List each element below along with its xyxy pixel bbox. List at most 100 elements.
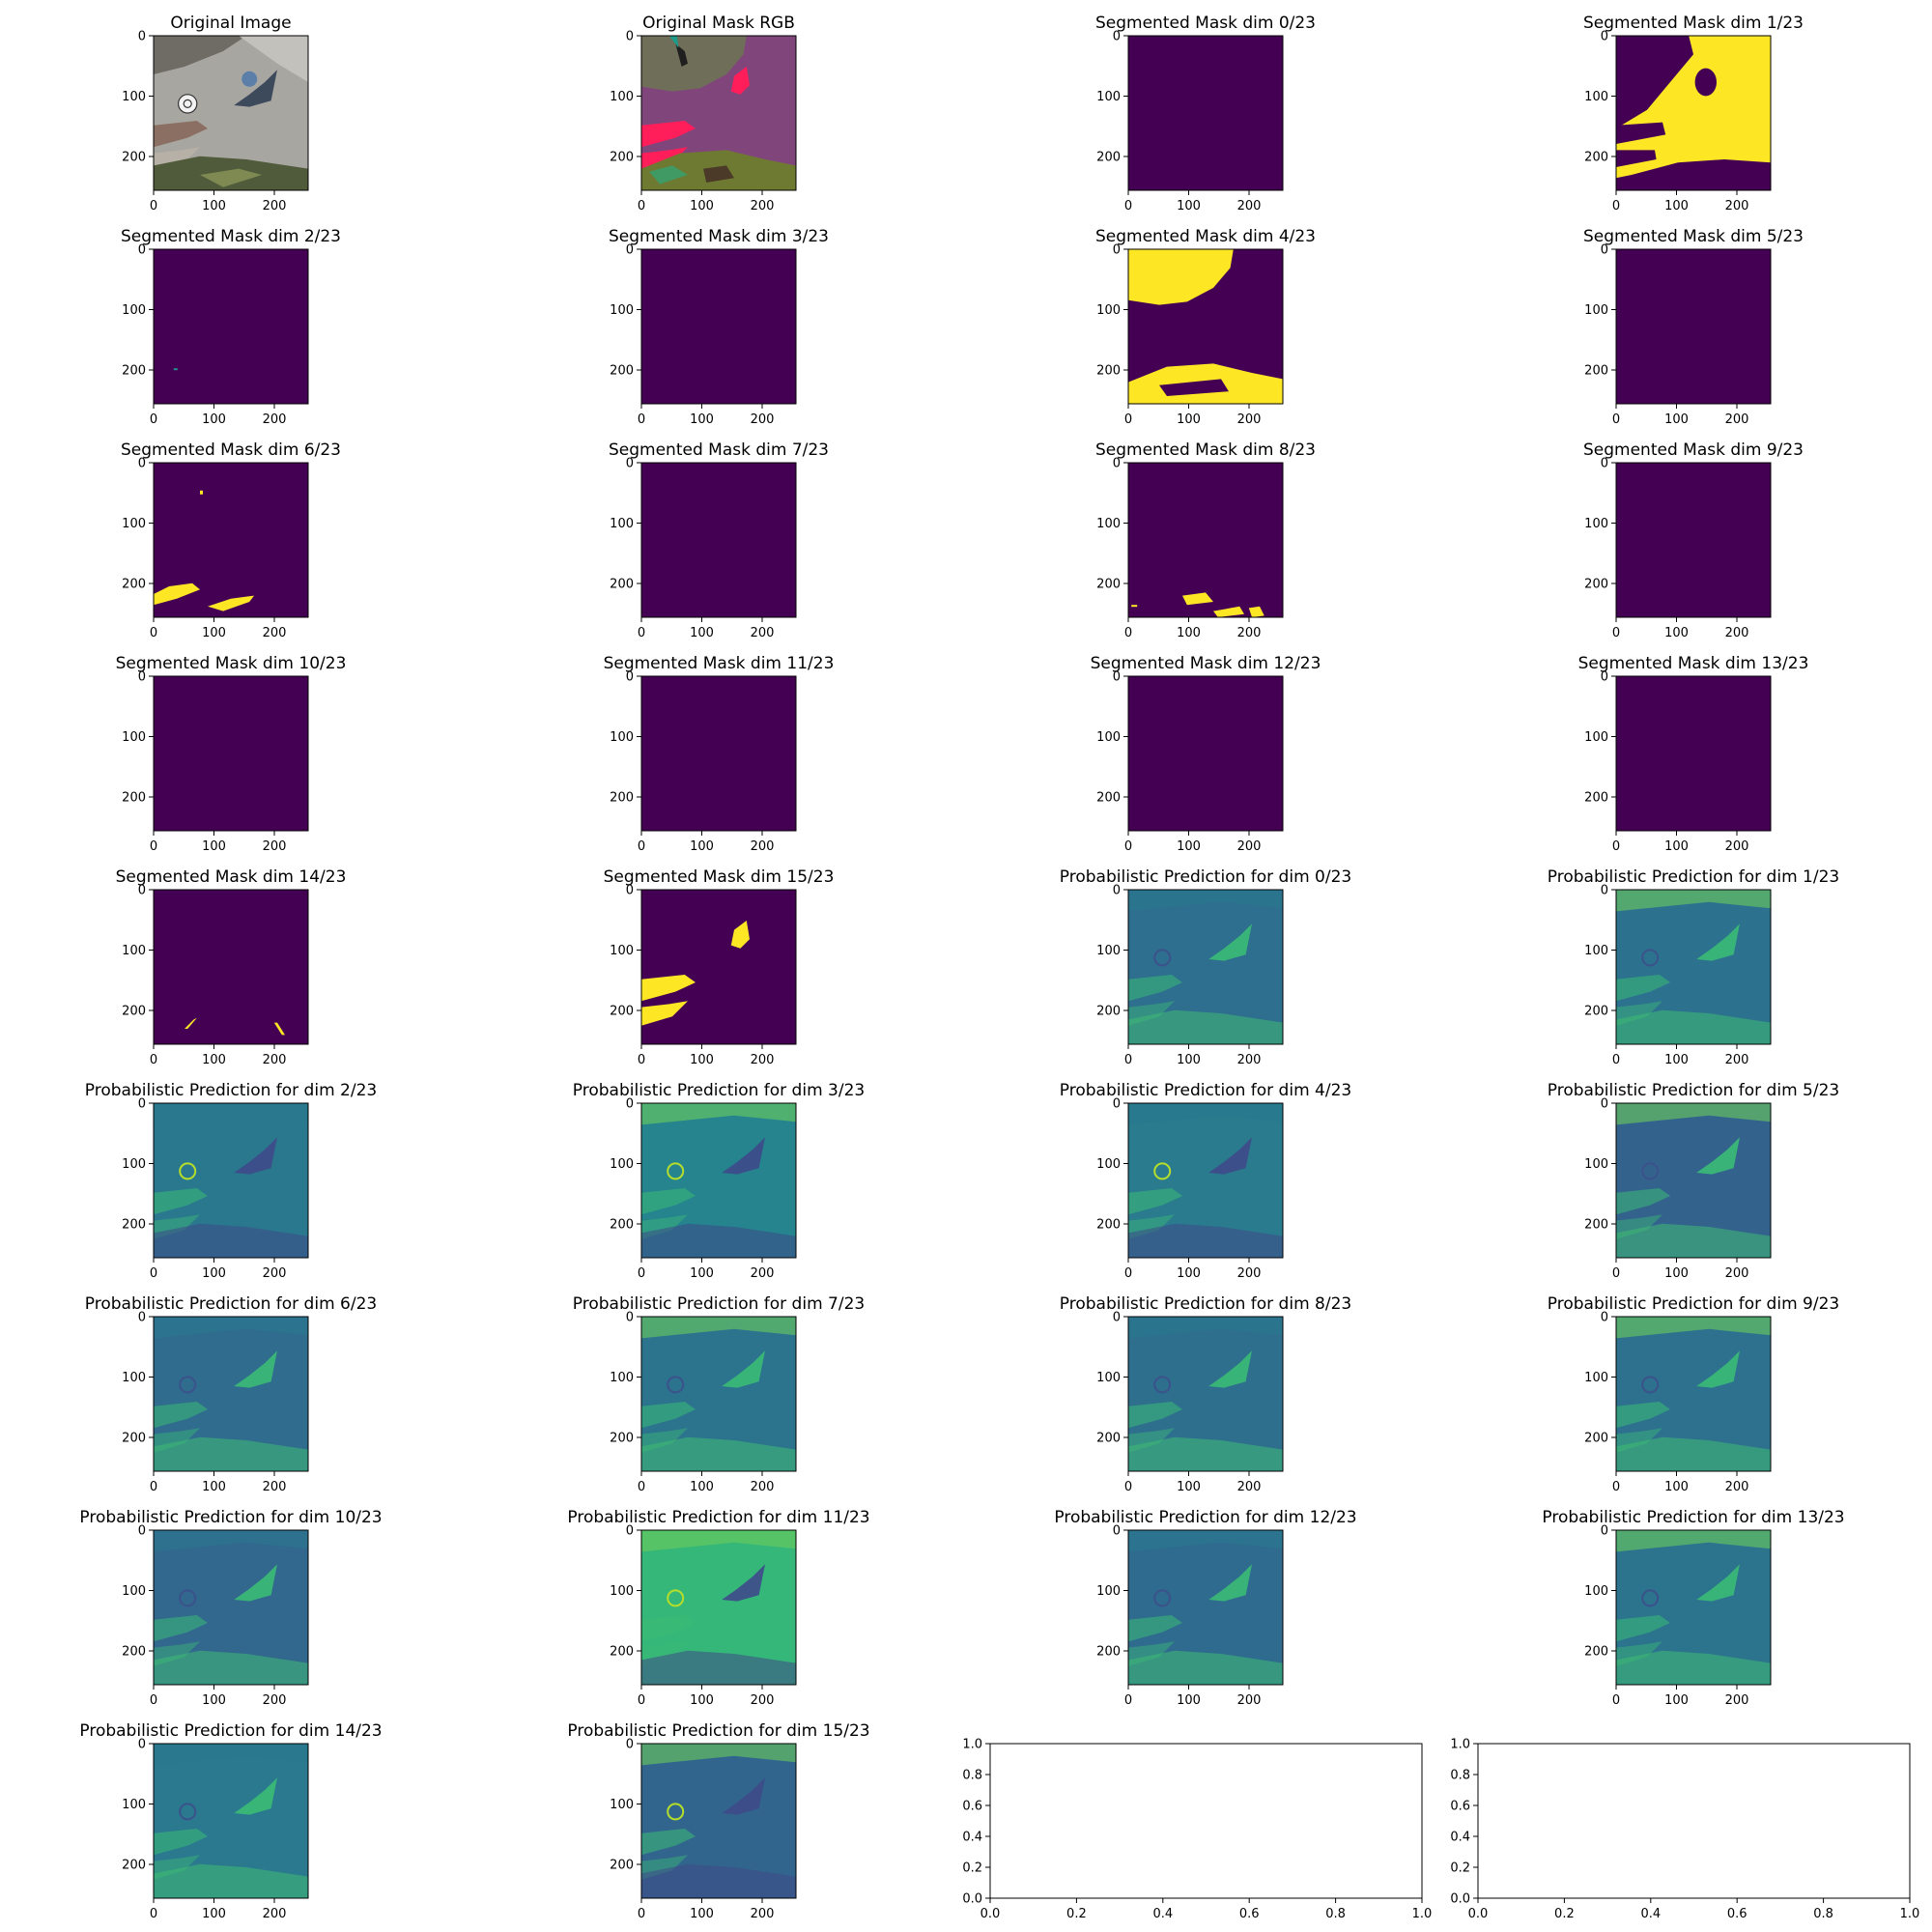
y-tick-label: 200 — [1096, 791, 1121, 806]
y-tick-label: 0 — [1601, 1524, 1608, 1539]
x-tick-label: 0 — [150, 1480, 157, 1494]
x-tick-label: 0 — [150, 626, 157, 640]
x-tick-label: 100 — [202, 1693, 226, 1708]
x-tick-label: 100 — [690, 1693, 714, 1708]
x-tick-label: 100 — [1664, 626, 1689, 640]
x-tick-label: 0 — [1124, 1053, 1132, 1067]
y-tick-label: 200 — [610, 578, 634, 592]
subplot-panel: 0 0 100 100 200 200 Segmented Mask dim 3/23 — [609, 227, 829, 427]
probability-heatmap — [1128, 890, 1283, 1044]
y-tick-label: 0 — [138, 1311, 146, 1325]
x-tick-label: 200 — [1237, 1053, 1262, 1067]
segmented-mask-image — [154, 890, 308, 1044]
subplot-panel: 0 0 100 100 200 200 Segmented Mask dim 13/23 — [1578, 654, 1809, 854]
panel-title: Segmented Mask dim 2/23 — [121, 227, 341, 246]
probability-heatmap — [1128, 1103, 1283, 1258]
segmented-mask-image — [1616, 249, 1771, 404]
x-tick-label: 0.8 — [1325, 1907, 1346, 1921]
y-tick-label: 100 — [122, 1157, 146, 1172]
y-tick-label: 200 — [1096, 1218, 1121, 1233]
y-tick-label: 0 — [1601, 884, 1608, 898]
y-tick-label: 1.0 — [962, 1738, 982, 1752]
subplot-panel: 0 0 100 100 200 200 Segmented Mask dim 7/23 — [609, 440, 829, 640]
panel-title: Probabilistic Prediction for dim 5/23 — [1548, 1081, 1839, 1100]
x-tick-label: 0 — [1124, 1266, 1132, 1281]
subplot-panel: 0 0 100 100 200 200 Probabilistic Prediction f… — [1054, 1508, 1356, 1708]
x-tick-label: 100 — [202, 199, 226, 213]
y-tick-label: 100 — [1096, 1584, 1121, 1599]
y-tick-label: 100 — [1096, 944, 1121, 958]
y-tick-label: 200 — [610, 1005, 634, 1019]
x-tick-label: 200 — [1725, 412, 1749, 427]
y-tick-label: 200 — [1584, 364, 1608, 379]
x-tick-label: 200 — [1237, 1266, 1262, 1281]
segmented-mask-image — [641, 463, 796, 617]
panel-title: Probabilistic Prediction for dim 1/23 — [1548, 867, 1839, 887]
x-tick-label: 0 — [1124, 1480, 1132, 1494]
subplot-panel: 0 0 100 100 200 200 Segmented Mask dim 15/23 — [604, 867, 835, 1067]
x-tick-label: 0 — [638, 839, 645, 854]
x-tick-label: 200 — [263, 1693, 287, 1708]
x-tick-label: 200 — [1725, 1053, 1749, 1067]
subplot-panel: 0 0 100 100 200 200 Segmented Mask dim 14/23 — [116, 867, 347, 1067]
segmented-mask-image — [641, 890, 796, 1044]
subplot-panel: 0 0 100 100 200 200 Probabilistic Prediction f… — [1060, 867, 1351, 1067]
x-tick-label: 200 — [1237, 839, 1262, 854]
subplot-panel: 0 0 100 100 200 200 Segmented Mask dim 11/23 — [604, 654, 835, 854]
x-tick-label: 100 — [202, 412, 226, 427]
panel-title: Segmented Mask dim 3/23 — [609, 227, 829, 246]
panel-title: Segmented Mask dim 4/23 — [1095, 227, 1316, 246]
y-tick-label: 200 — [1096, 1645, 1121, 1660]
probability-heatmap — [154, 1530, 308, 1685]
y-tick-label: 0.8 — [1450, 1769, 1470, 1783]
y-tick-label: 200 — [610, 364, 634, 379]
x-tick-label: 200 — [263, 1053, 287, 1067]
panel-title: Probabilistic Prediction for dim 0/23 — [1060, 867, 1351, 887]
y-tick-label: 0 — [626, 30, 634, 44]
y-tick-label: 100 — [1584, 1371, 1608, 1385]
x-tick-label: 200 — [1237, 199, 1262, 213]
y-tick-label: 100 — [122, 517, 146, 531]
x-tick-label: 200 — [1237, 626, 1262, 640]
subplot-panel: 0 0 100 100 200 200 Probabilistic Prediction f… — [573, 1294, 865, 1494]
y-tick-label: 0 — [626, 243, 634, 258]
x-tick-label: 0 — [638, 412, 645, 427]
y-tick-label: 0 — [1601, 457, 1608, 471]
y-tick-label: 100 — [122, 303, 146, 318]
y-tick-label: 200 — [1584, 1645, 1608, 1660]
probability-heatmap — [1616, 1530, 1771, 1685]
y-tick-label: 0 — [626, 1311, 634, 1325]
probability-heatmap — [1128, 1530, 1283, 1685]
y-tick-label: 0.2 — [962, 1861, 982, 1876]
subplot-panel: 0 0 100 100 200 200 Segmented Mask dim 0/23 — [1095, 14, 1316, 213]
panel-title: Segmented Mask dim 15/23 — [604, 867, 835, 887]
x-tick-label: 0 — [150, 1693, 157, 1708]
panel-title: Probabilistic Prediction for dim 12/23 — [1054, 1508, 1356, 1527]
x-tick-label: 100 — [202, 1053, 226, 1067]
x-tick-label: 100 — [202, 839, 226, 854]
subplot-panel: 0 0 100 100 200 200 Probabilistic Prediction f… — [85, 1294, 377, 1494]
x-tick-label: 0 — [150, 1907, 157, 1921]
subplot-panel: 0 0 100 100 200 200 Probabilistic Prediction f… — [1548, 1294, 1839, 1494]
x-tick-label: 0 — [638, 1480, 645, 1494]
x-tick-label: 200 — [263, 1266, 287, 1281]
x-tick-label: 0 — [638, 1693, 645, 1708]
y-tick-label: 0 — [138, 457, 146, 471]
subplot-panel: 0 0 100 100 200 200 Segmented Mask dim 10/23 — [116, 654, 347, 854]
panel-title: Probabilistic Prediction for dim 15/23 — [567, 1721, 869, 1741]
y-tick-label: 0 — [1113, 1524, 1121, 1539]
x-tick-label: 100 — [690, 626, 714, 640]
x-tick-label: 100 — [1664, 412, 1689, 427]
y-tick-label: 200 — [122, 1645, 146, 1660]
x-tick-label: 100 — [1177, 1053, 1201, 1067]
x-tick-label: 0 — [1124, 1693, 1132, 1708]
x-tick-label: 200 — [751, 1907, 775, 1921]
segmented-mask-image — [154, 249, 308, 404]
panel-title: Segmented Mask dim 1/23 — [1583, 14, 1804, 33]
y-tick-label: 200 — [1096, 1005, 1121, 1019]
y-tick-label: 0 — [626, 670, 634, 685]
x-tick-label: 0.4 — [1152, 1907, 1173, 1921]
x-tick-label: 1.0 — [1900, 1907, 1920, 1921]
y-tick-label: 200 — [1584, 1432, 1608, 1446]
